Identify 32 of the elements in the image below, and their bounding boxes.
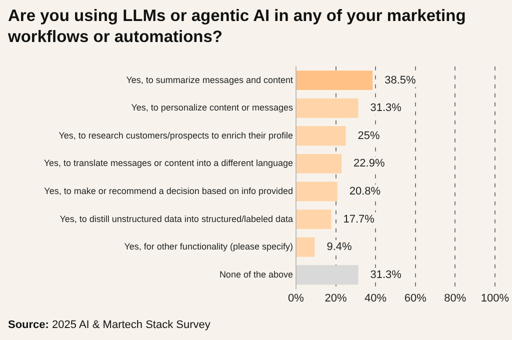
y-tick-label: Yes, for other functionality (please specify) — [124, 242, 293, 252]
data-label: 17.7% — [343, 213, 375, 226]
y-tick-label: None of the above — [219, 269, 293, 280]
y-tick-label: Yes, to make or recommend a decision based on info provided — [44, 186, 293, 196]
y-tick-label: Yes, to distill unstructured data into structured/labeled data — [60, 214, 293, 224]
bar — [296, 98, 358, 118]
data-label: 31.3% — [370, 102, 402, 114]
bar — [296, 182, 338, 202]
data-label: 38.5% — [384, 74, 416, 86]
chart-title: Are you using LLMs or agentic AI in any of your marketing workflows or automations? — [8, 6, 467, 48]
data-label: 25% — [358, 130, 380, 142]
x-tick-label: 100% — [480, 292, 510, 304]
data-label: 22.9% — [354, 158, 385, 170]
y-tick-label: Yes, to translate messages or content into a different language — [44, 158, 293, 168]
x-tick-label: 80% — [444, 292, 466, 304]
bar — [296, 126, 346, 146]
x-tick-label: 60% — [404, 292, 427, 304]
y-tick-label: Yes, to personalize content or messages — [131, 102, 294, 113]
y-tick-label: Yes, to summarize messages and content — [126, 74, 294, 85]
data-label: 20.8% — [349, 186, 381, 198]
x-tick-label: 40% — [364, 292, 387, 304]
bar — [296, 265, 358, 285]
data-label: 31.3% — [370, 268, 402, 281]
bar — [296, 237, 315, 257]
data-label: 9.4% — [326, 241, 352, 254]
bar — [296, 154, 342, 174]
x-tick-label: 20% — [324, 292, 348, 304]
y-tick-label: Yes, to research customers/prospects to enrich their profile — [58, 130, 293, 140]
x-tick-label: 0% — [288, 292, 304, 304]
bar — [296, 70, 373, 90]
source-note: Source: 2025 AI & Martech Stack Survey — [8, 319, 210, 331]
bar — [296, 210, 332, 230]
